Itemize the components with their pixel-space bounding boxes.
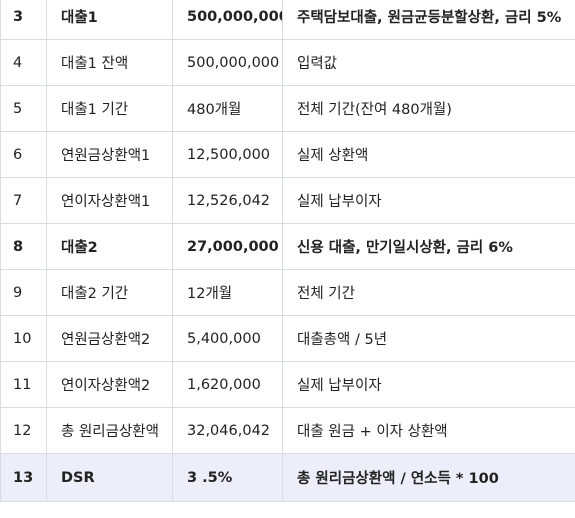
note-cell: 대출총액 / 5년 bbox=[282, 315, 575, 362]
table-row: 4 대출1 잔액 500,000,000 입력값 bbox=[0, 39, 575, 86]
row-number-cell: 10 bbox=[0, 315, 47, 362]
row-number-cell: 3 bbox=[0, 0, 47, 40]
row-number-cell: 7 bbox=[0, 177, 47, 224]
value-cell: 27,000,000 bbox=[172, 223, 283, 270]
note-cell: 주택담보대출, 원금균등분할상환, 금리 5% bbox=[282, 0, 575, 40]
note-cell: 총 원리금상환액 / 연소득 * 100 bbox=[282, 453, 575, 502]
item-cell: DSR bbox=[46, 453, 173, 502]
row-number-cell: 5 bbox=[0, 85, 47, 132]
item-cell: 대출1 bbox=[46, 0, 173, 40]
note-cell: 실제 상환액 bbox=[282, 131, 575, 178]
item-cell: 연원금상환액2 bbox=[46, 315, 173, 362]
note-cell: 전체 기간(잔여 480개월) bbox=[282, 85, 575, 132]
row-number-cell: 13 bbox=[0, 453, 47, 502]
row-number-cell: 12 bbox=[0, 407, 47, 454]
loan-dsr-table: 3 대출1 500,000,000 주택담보대출, 원금균등분할상환, 금리 5… bbox=[0, 0, 575, 502]
table-row: 6 연원금상환액1 12,500,000 실제 상환액 bbox=[0, 131, 575, 178]
item-cell: 대출1 기간 bbox=[46, 85, 173, 132]
value-cell: 12개월 bbox=[172, 269, 283, 316]
item-cell: 연원금상환액1 bbox=[46, 131, 173, 178]
item-cell: 총 원리금상환액 bbox=[46, 407, 173, 454]
value-cell: 32,046,042 bbox=[172, 407, 283, 454]
table-row: 5 대출1 기간 480개월 전체 기간(잔여 480개월) bbox=[0, 85, 575, 132]
table-row: 8 대출2 27,000,000 신용 대출, 만기일시상환, 금리 6% bbox=[0, 223, 575, 270]
row-number-cell: 11 bbox=[0, 361, 47, 408]
table-row: 11 연이자상환액2 1,620,000 실제 납부이자 bbox=[0, 361, 575, 408]
row-number-cell: 8 bbox=[0, 223, 47, 270]
note-cell: 실제 납부이자 bbox=[282, 361, 575, 408]
table-row: 9 대출2 기간 12개월 전체 기간 bbox=[0, 269, 575, 316]
table-row: 12 총 원리금상환액 32,046,042 대출 원금 + 이자 상환액 bbox=[0, 407, 575, 454]
value-cell: 3 .5% bbox=[172, 453, 283, 502]
item-cell: 연이자상환액2 bbox=[46, 361, 173, 408]
note-cell: 신용 대출, 만기일시상환, 금리 6% bbox=[282, 223, 575, 270]
table-body: 3 대출1 500,000,000 주택담보대출, 원금균등분할상환, 금리 5… bbox=[0, 0, 575, 502]
item-cell: 대출1 잔액 bbox=[46, 39, 173, 86]
item-cell: 대출2 bbox=[46, 223, 173, 270]
value-cell: 500,000,000 bbox=[172, 0, 283, 40]
item-cell: 대출2 기간 bbox=[46, 269, 173, 316]
value-cell: 5,400,000 bbox=[172, 315, 283, 362]
note-cell: 입력값 bbox=[282, 39, 575, 86]
note-cell: 전체 기간 bbox=[282, 269, 575, 316]
value-cell: 12,526,042 bbox=[172, 177, 283, 224]
table-row: 13 DSR 3 .5% 총 원리금상환액 / 연소득 * 100 bbox=[0, 453, 575, 502]
value-cell: 500,000,000 bbox=[172, 39, 283, 86]
row-number-cell: 4 bbox=[0, 39, 47, 86]
value-cell: 480개월 bbox=[172, 85, 283, 132]
value-cell: 12,500,000 bbox=[172, 131, 283, 178]
item-cell: 연이자상환액1 bbox=[46, 177, 173, 224]
table-row: 7 연이자상환액1 12,526,042 실제 납부이자 bbox=[0, 177, 575, 224]
note-cell: 실제 납부이자 bbox=[282, 177, 575, 224]
row-number-cell: 9 bbox=[0, 269, 47, 316]
row-number-cell: 6 bbox=[0, 131, 47, 178]
table-row: 10 연원금상환액2 5,400,000 대출총액 / 5년 bbox=[0, 315, 575, 362]
value-cell: 1,620,000 bbox=[172, 361, 283, 408]
note-cell: 대출 원금 + 이자 상환액 bbox=[282, 407, 575, 454]
table-row: 3 대출1 500,000,000 주택담보대출, 원금균등분할상환, 금리 5… bbox=[0, 0, 575, 40]
